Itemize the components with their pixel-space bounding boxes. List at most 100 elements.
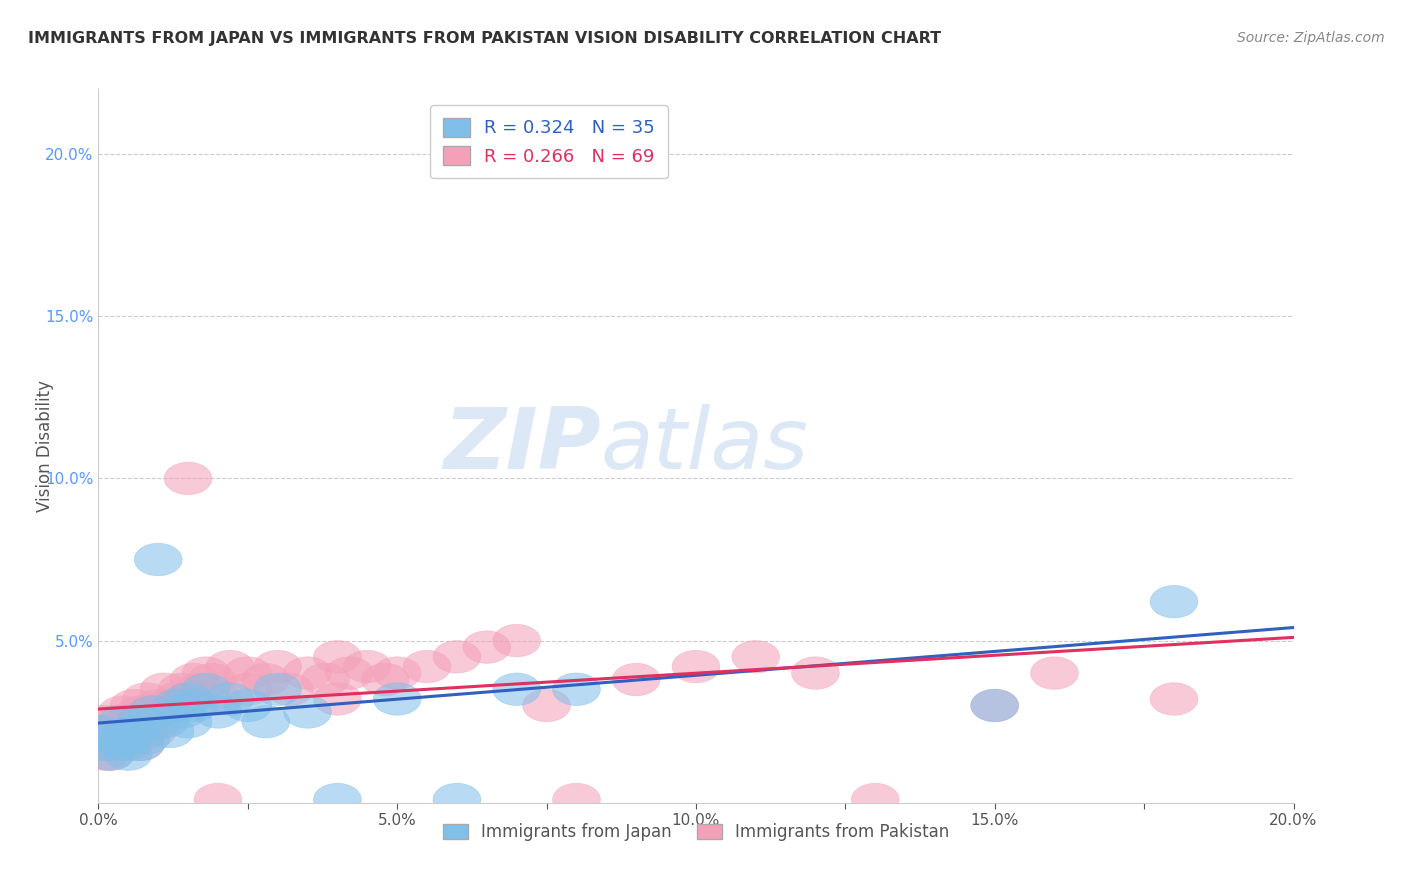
Ellipse shape — [176, 673, 224, 706]
Ellipse shape — [165, 682, 212, 715]
Ellipse shape — [104, 706, 152, 738]
Ellipse shape — [98, 706, 146, 738]
Ellipse shape — [284, 657, 332, 690]
Ellipse shape — [165, 462, 212, 495]
Ellipse shape — [374, 657, 422, 690]
Ellipse shape — [111, 706, 159, 738]
Ellipse shape — [75, 728, 122, 761]
Ellipse shape — [75, 715, 122, 747]
Ellipse shape — [1150, 585, 1198, 618]
Ellipse shape — [224, 690, 271, 722]
Ellipse shape — [80, 728, 128, 761]
Ellipse shape — [523, 690, 571, 722]
Text: Vision Disability: Vision Disability — [35, 380, 53, 512]
Ellipse shape — [170, 664, 218, 696]
Ellipse shape — [165, 706, 212, 738]
Ellipse shape — [433, 783, 481, 816]
Ellipse shape — [128, 696, 176, 728]
Ellipse shape — [207, 650, 254, 682]
Ellipse shape — [361, 664, 409, 696]
Text: IMMIGRANTS FROM JAPAN VS IMMIGRANTS FROM PAKISTAN VISION DISABILITY CORRELATION : IMMIGRANTS FROM JAPAN VS IMMIGRANTS FROM… — [28, 31, 941, 46]
Ellipse shape — [117, 696, 165, 728]
Ellipse shape — [343, 650, 391, 682]
Ellipse shape — [207, 682, 254, 715]
Text: Source: ZipAtlas.com: Source: ZipAtlas.com — [1237, 31, 1385, 45]
Ellipse shape — [117, 715, 165, 747]
Ellipse shape — [122, 682, 170, 715]
Ellipse shape — [87, 715, 135, 747]
Ellipse shape — [170, 690, 218, 722]
Ellipse shape — [80, 738, 128, 771]
Ellipse shape — [135, 706, 183, 738]
Ellipse shape — [111, 722, 159, 754]
Ellipse shape — [224, 673, 271, 706]
Ellipse shape — [87, 728, 135, 761]
Ellipse shape — [553, 673, 600, 706]
Ellipse shape — [254, 650, 302, 682]
Ellipse shape — [194, 696, 242, 728]
Ellipse shape — [970, 690, 1019, 722]
Ellipse shape — [242, 706, 290, 738]
Ellipse shape — [122, 722, 170, 754]
Ellipse shape — [194, 682, 242, 715]
Ellipse shape — [165, 682, 212, 715]
Ellipse shape — [141, 706, 188, 738]
Ellipse shape — [672, 650, 720, 682]
Ellipse shape — [117, 728, 165, 761]
Ellipse shape — [374, 682, 422, 715]
Ellipse shape — [970, 690, 1019, 722]
Legend: Immigrants from Japan, Immigrants from Pakistan: Immigrants from Japan, Immigrants from P… — [436, 817, 956, 848]
Ellipse shape — [117, 728, 165, 761]
Ellipse shape — [87, 738, 135, 771]
Ellipse shape — [1150, 682, 1198, 715]
Ellipse shape — [135, 690, 183, 722]
Ellipse shape — [188, 664, 236, 696]
Ellipse shape — [93, 706, 141, 738]
Ellipse shape — [152, 690, 200, 722]
Ellipse shape — [128, 696, 176, 728]
Ellipse shape — [104, 715, 152, 747]
Ellipse shape — [159, 673, 207, 706]
Text: atlas: atlas — [600, 404, 808, 488]
Ellipse shape — [104, 722, 152, 754]
Ellipse shape — [152, 682, 200, 715]
Ellipse shape — [314, 682, 361, 715]
Ellipse shape — [98, 722, 146, 754]
Ellipse shape — [494, 624, 541, 657]
Ellipse shape — [314, 640, 361, 673]
Ellipse shape — [404, 650, 451, 682]
Ellipse shape — [553, 783, 600, 816]
Ellipse shape — [93, 722, 141, 754]
Ellipse shape — [146, 715, 194, 747]
Ellipse shape — [146, 690, 194, 722]
Ellipse shape — [733, 640, 780, 673]
Ellipse shape — [613, 664, 661, 696]
Ellipse shape — [93, 722, 141, 754]
Ellipse shape — [128, 715, 176, 747]
Ellipse shape — [98, 728, 146, 761]
Ellipse shape — [159, 696, 207, 728]
Ellipse shape — [104, 728, 152, 761]
Ellipse shape — [326, 657, 374, 690]
Ellipse shape — [104, 738, 152, 771]
Ellipse shape — [1031, 657, 1078, 690]
Ellipse shape — [75, 715, 122, 747]
Ellipse shape — [183, 673, 231, 706]
Ellipse shape — [141, 673, 188, 706]
Ellipse shape — [254, 673, 302, 706]
Ellipse shape — [93, 728, 141, 761]
Ellipse shape — [87, 738, 135, 771]
Ellipse shape — [302, 664, 350, 696]
Ellipse shape — [117, 706, 165, 738]
Ellipse shape — [852, 783, 900, 816]
Ellipse shape — [242, 664, 290, 696]
Ellipse shape — [135, 543, 183, 575]
Ellipse shape — [98, 696, 146, 728]
Ellipse shape — [80, 706, 128, 738]
Ellipse shape — [194, 783, 242, 816]
Ellipse shape — [284, 696, 332, 728]
Ellipse shape — [98, 715, 146, 747]
Ellipse shape — [463, 631, 510, 664]
Ellipse shape — [80, 722, 128, 754]
Ellipse shape — [111, 690, 159, 722]
